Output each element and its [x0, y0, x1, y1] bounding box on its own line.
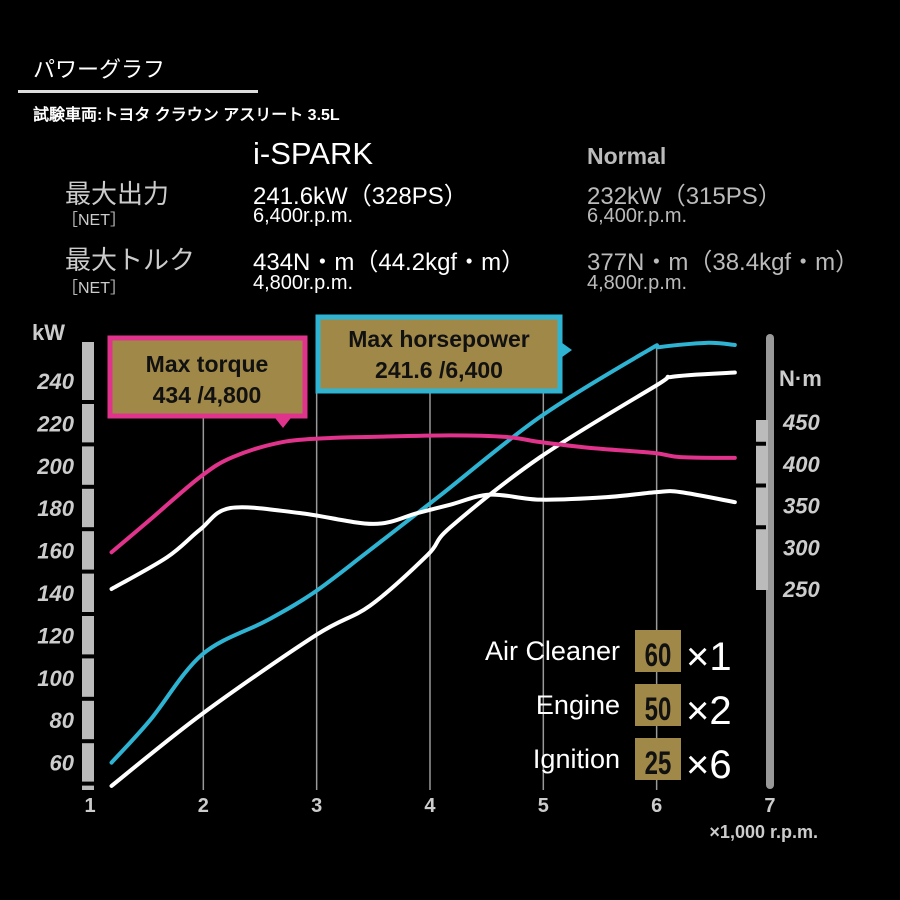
nm-axis-bar: [756, 420, 768, 590]
ispark-max-power-rpm: 6,400r.p.m.: [253, 205, 354, 227]
legend-badge-value: 25: [645, 745, 672, 781]
kw-tick-label: 60: [50, 751, 75, 776]
kw-tick-label: 100: [37, 666, 74, 691]
normal-power-line: [109, 370, 737, 788]
max-torque-net: ［NET］: [62, 280, 127, 297]
x-axis-label: ×1,000 r.p.m.: [709, 822, 818, 842]
legend-badge-value: 50: [645, 691, 672, 727]
max-torque-callout: Max torque 434 /4,800: [107, 335, 308, 428]
legend-badge: [635, 684, 681, 726]
nm-tick-label: 450: [782, 410, 820, 435]
kw-axis-notch: [82, 400, 96, 404]
kw-tick-label: 140: [37, 581, 74, 606]
legend-multiplier: ×6: [686, 743, 732, 787]
max-horsepower-title: Max horsepower: [348, 326, 530, 352]
legend-badge-value: 60: [645, 637, 672, 673]
x-tick-label: 7: [764, 795, 775, 817]
legend: Air Cleaner 60 ×1 Engine 50 ×2 Ignition 25 ×6: [485, 630, 732, 787]
max-torque-label: 最大トルク: [65, 245, 196, 275]
normal-max-torque-rpm: 4,800r.p.m.: [587, 272, 688, 294]
nm-axis-notch: [754, 525, 766, 530]
normal-max-power-rpm: 6,400r.p.m.: [587, 205, 688, 227]
legend-badge: [635, 630, 681, 672]
kw-axis-notch: [82, 612, 96, 616]
ispark-header: i-SPARK: [253, 136, 374, 171]
legend-badge: [635, 738, 681, 780]
normal-max-power: 232kW（315PS）: [587, 183, 782, 210]
nm-tick-label: 350: [783, 494, 820, 519]
ispark-max-torque-rpm: 4,800r.p.m.: [253, 272, 354, 294]
kw-axis-notch: [82, 527, 96, 532]
legend-label: Engine: [536, 690, 620, 720]
x-tick-label: 5: [538, 795, 549, 817]
kw-tick-label: 180: [37, 496, 74, 521]
max-horsepower-value: 241.6 /6,400: [375, 357, 503, 383]
kw-axis-notch: [82, 739, 96, 744]
kw-axis-bar: [82, 342, 94, 790]
nm-tick-label: 250: [782, 577, 820, 602]
normal-max-torque: 377N・m（38.4kgf・m）: [587, 249, 860, 276]
kw-axis-notch: [82, 781, 96, 786]
max-power-net: ［NET］: [62, 212, 127, 229]
max-torque-title: Max torque: [146, 351, 269, 377]
legend-multiplier: ×2: [686, 689, 732, 733]
page-title: パワーグラフ: [33, 57, 166, 82]
ispark-max-power: 241.6kW（328PS）: [253, 183, 468, 210]
x-tick-label: 3: [311, 795, 322, 817]
kw-tick-label: 200: [36, 454, 74, 479]
kw-tick-label: 240: [36, 369, 74, 394]
nm-axis-label: N·m: [779, 366, 822, 391]
x-tick-label: 2: [198, 795, 209, 817]
test-vehicle: 試験車両:トヨタ クラウン アスリート 3.5L: [33, 107, 340, 124]
kw-tick-label: 120: [37, 623, 74, 648]
kw-axis-notch: [82, 484, 96, 489]
normal-header: Normal: [587, 143, 667, 169]
ispark-max-torque: 434N・m（44.2kgf・m）: [253, 249, 526, 276]
kw-tick-label: 220: [36, 411, 74, 436]
normal-torque-line: [109, 489, 737, 591]
kw-axis-label: kW: [32, 320, 65, 345]
legend-label: Ignition: [533, 744, 620, 774]
kw-axis-notch: [82, 696, 96, 701]
x-tick-label: 4: [424, 795, 436, 817]
x-tick-label: 1: [84, 795, 95, 817]
kw-axis-notch: [82, 569, 96, 574]
nm-tick-label: 400: [782, 452, 820, 477]
max-power-label: 最大出力: [65, 179, 170, 209]
ispark-torque-line: [109, 433, 737, 555]
legend-multiplier: ×1: [686, 635, 732, 679]
nm-axis-notch: [754, 483, 766, 488]
kw-tick-label: 160: [37, 539, 74, 564]
title-underline: [18, 90, 258, 93]
kw-tick-label: 80: [50, 708, 75, 733]
legend-label: Air Cleaner: [485, 636, 620, 666]
nm-tick-label: 300: [783, 535, 820, 560]
nm-axis-notch: [754, 441, 766, 446]
max-torque-value: 434 /4,800: [153, 382, 262, 408]
x-tick-label: 6: [651, 795, 662, 817]
kw-axis-notch: [82, 442, 96, 447]
kw-axis-notch: [82, 654, 96, 659]
max-horsepower-callout: Max horsepower 241.6 /6,400: [315, 314, 572, 394]
